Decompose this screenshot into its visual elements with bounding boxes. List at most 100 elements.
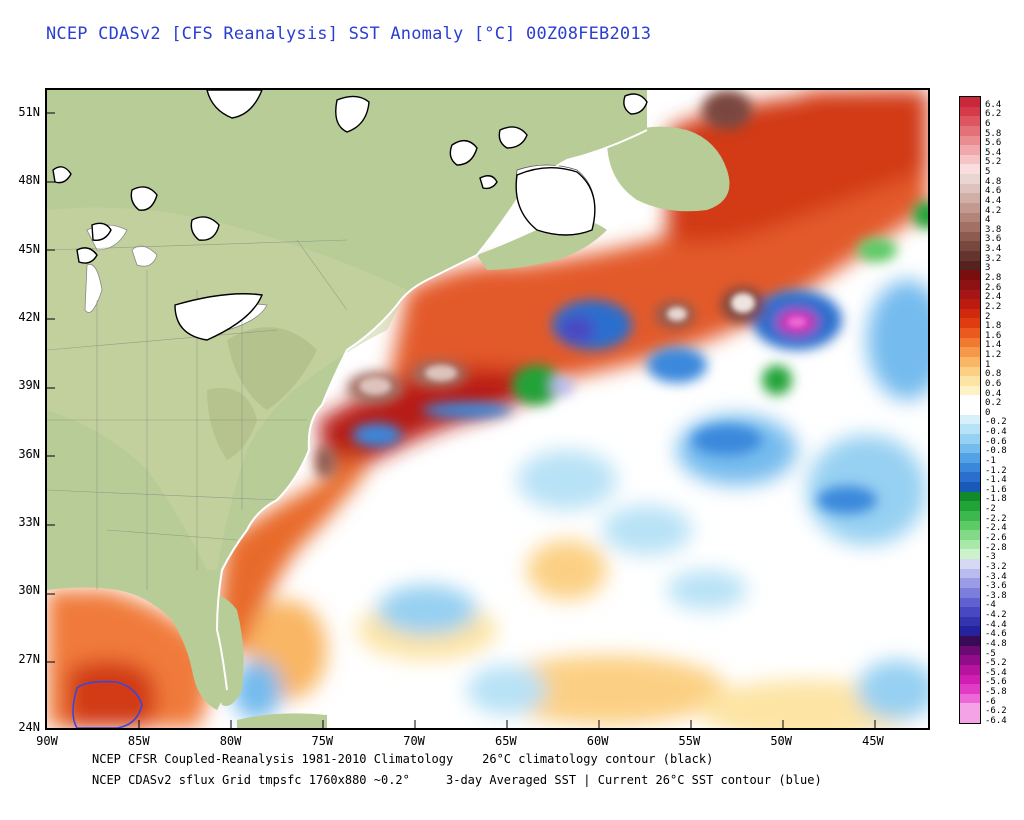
- colorbar-label: 6: [985, 118, 991, 129]
- colorbar-label: -0.8: [985, 446, 1007, 457]
- colorbar-label: 0.4: [985, 388, 1002, 399]
- climatology-contour-black: [52, 90, 648, 341]
- colorbar-segment: [960, 482, 980, 492]
- colorbar-label: 0.8: [985, 369, 1002, 380]
- colorbar-segment: [960, 308, 980, 319]
- map-title: NCEP CDASv2 [CFS Reanalysis] SST Anomaly…: [46, 24, 652, 44]
- latitude-label: 42N: [18, 309, 40, 324]
- colorbar-label: -1.4: [985, 475, 1007, 486]
- colorbar-label: 1.6: [985, 330, 1002, 341]
- colorbar-segment: [960, 289, 980, 300]
- colorbar-segment: [960, 568, 980, 579]
- colorbar-segment: [960, 433, 980, 444]
- colorbar-segment: [960, 366, 980, 377]
- colorbar-label: 3.4: [985, 244, 1002, 255]
- colorbar-label: 3.8: [985, 224, 1002, 235]
- colorbar-segment: [960, 607, 980, 617]
- colorbar-label: 4: [985, 215, 991, 226]
- longitude-label: 70W: [403, 734, 425, 748]
- latitude-label: 45N: [18, 241, 40, 256]
- colorbar-segment: [960, 202, 980, 213]
- colorbar-label: 0: [985, 407, 991, 418]
- colorbar-label: 5.8: [985, 128, 1002, 139]
- colorbar-label: 3.6: [985, 234, 1002, 245]
- colorbar-label: -4.6: [985, 629, 1007, 640]
- colorbar-segment: [960, 616, 980, 627]
- colorbar-label: -3.4: [985, 571, 1007, 582]
- longitude-label: 60W: [586, 734, 609, 748]
- colorbar-segment: [960, 135, 980, 146]
- colorbar-label: 2: [985, 311, 991, 322]
- colorbar-label: 1: [985, 359, 991, 370]
- colorbar-label: -5.8: [985, 687, 1007, 698]
- colorbar-label: 5.2: [985, 157, 1002, 168]
- footnote-grid-info: NCEP CDASv2 sflux Grid tmpsfc 1760x880 ~…: [92, 773, 822, 787]
- colorbar-segment: [960, 597, 980, 608]
- colorbar-label: 4.4: [985, 195, 1002, 206]
- colorbar-segment: [960, 116, 980, 126]
- colorbar-label: 3.2: [985, 253, 1002, 264]
- colorbar-segment: [960, 97, 980, 107]
- colorbar-label: 5: [985, 167, 991, 178]
- colorbar-label: -4.8: [985, 638, 1007, 649]
- colorbar-segment: [960, 539, 980, 550]
- colorbar-label: -3.6: [985, 581, 1007, 592]
- colorbar-segment: [960, 405, 980, 415]
- colorbar-label: -2.4: [985, 523, 1007, 534]
- colorbar-segment: [960, 520, 980, 531]
- latitude-label: 39N: [18, 378, 40, 393]
- colorbar-segment: [960, 356, 980, 367]
- longitude-label: 45W: [862, 734, 884, 748]
- colorbar-label: -2.2: [985, 513, 1007, 524]
- colorbar-label: -5: [985, 648, 996, 659]
- colorbar-segment: [960, 578, 980, 588]
- colorbar-segment: [960, 279, 980, 290]
- colorbar-segment: [960, 472, 980, 482]
- colorbar-segment: [960, 655, 980, 665]
- colorbar-segment: [960, 260, 980, 271]
- current-sst-contour-blue: [72, 680, 143, 728]
- colorbar-label: 1.4: [985, 340, 1002, 351]
- colorbar-segment: [960, 125, 980, 136]
- colorbar-label: -3.8: [985, 590, 1007, 601]
- colorbar-segment: [960, 713, 980, 723]
- colorbar-segment: [960, 164, 980, 174]
- colorbar-label: 3: [985, 263, 991, 274]
- colorbar-label: -5.4: [985, 667, 1007, 678]
- colorbar-label: 6.4: [985, 99, 1002, 110]
- colorbar-segment: [960, 231, 980, 242]
- latitude-label: 24N: [18, 720, 40, 734]
- colorbar-label: -0.4: [985, 427, 1007, 438]
- colorbar-label: -2.6: [985, 533, 1007, 543]
- colorbar-segment: [960, 587, 980, 598]
- colorbar-segment: [960, 395, 980, 405]
- longitude-label: 75W: [311, 734, 334, 748]
- colorbar-label: 2.2: [985, 301, 1002, 312]
- sst-anomaly-map[interactable]: [45, 88, 930, 730]
- colorbar-segment: [960, 453, 980, 463]
- colorbar-label: 0.2: [985, 398, 1002, 409]
- colorbar-label: -6: [985, 696, 996, 707]
- colorbar-segment: [960, 414, 980, 425]
- colorbar-segment: [960, 626, 980, 636]
- longitude-label: 50W: [770, 734, 792, 748]
- colorbar-label: -0.6: [985, 436, 1007, 447]
- colorbar-segment: [960, 337, 980, 348]
- latitude-label: 51N: [18, 104, 40, 119]
- colorbar-label: -6.4: [985, 716, 1007, 726]
- colorbar-segment: [960, 154, 980, 165]
- colorbar-label: -4: [985, 600, 996, 611]
- longitude-label: 55W: [678, 734, 701, 748]
- colorbar-label: 1.2: [985, 350, 1002, 361]
- colorbar-segment: [960, 645, 980, 656]
- colorbar-label: 2.4: [985, 292, 1002, 303]
- colorbar-segment: [960, 510, 980, 521]
- colorbar-segment: [960, 385, 980, 396]
- colorbar-label: 4.8: [985, 176, 1002, 187]
- colorbar-label: -3.2: [985, 561, 1007, 572]
- colorbar-segment: [960, 106, 980, 117]
- colorbar-label: -1.2: [985, 465, 1007, 476]
- longitude-label: 65W: [495, 734, 517, 748]
- colorbar-label: -4.4: [985, 619, 1007, 630]
- colorbar-segment: [960, 193, 980, 203]
